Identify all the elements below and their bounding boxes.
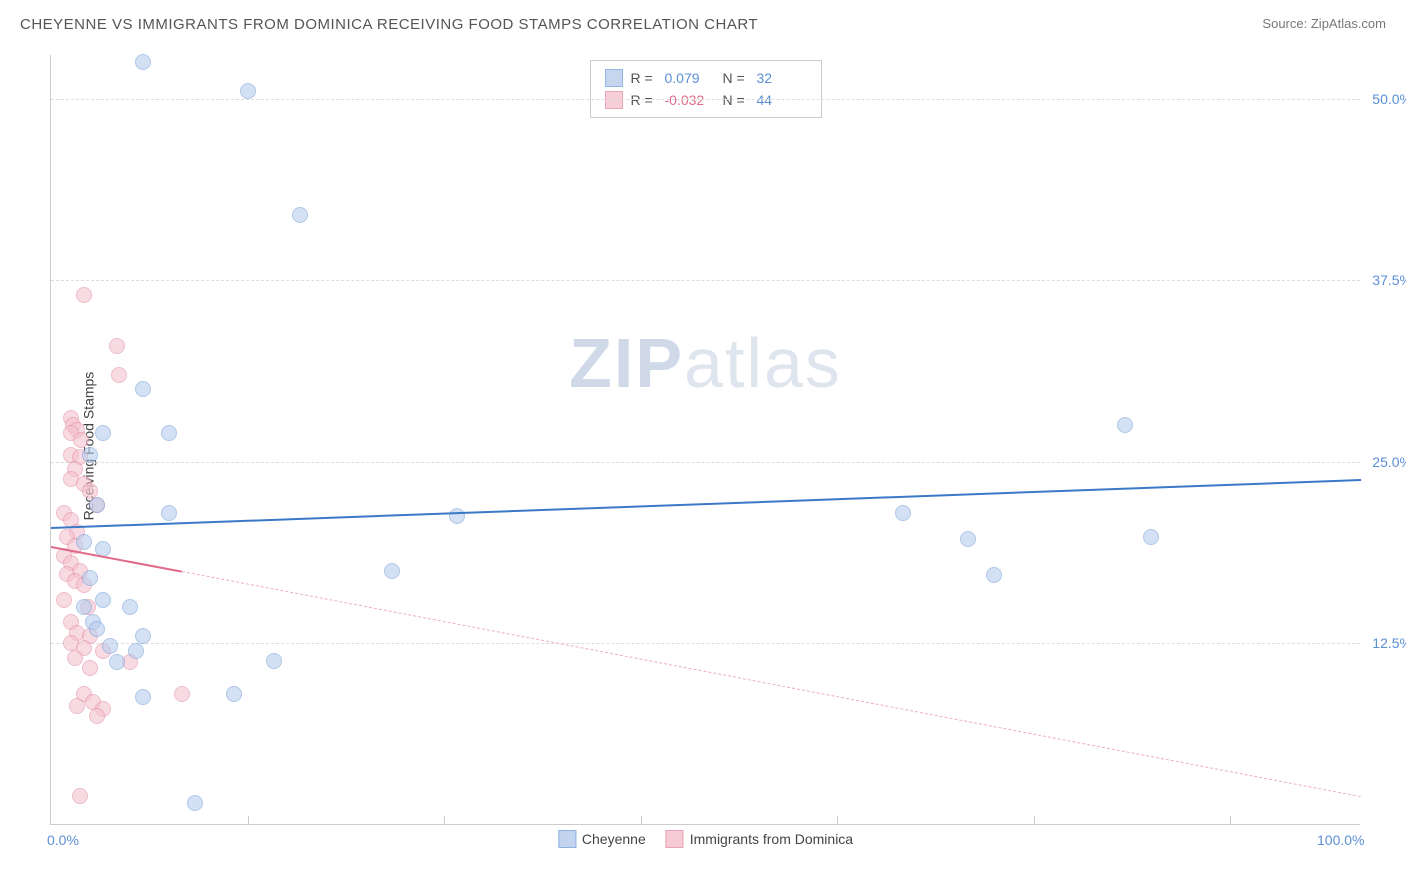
scatter-point xyxy=(1117,417,1133,433)
y-tick-label: 37.5% xyxy=(1372,272,1406,288)
scatter-point xyxy=(895,505,911,521)
scatter-point xyxy=(135,381,151,397)
scatter-point xyxy=(128,643,144,659)
chart-title: CHEYENNE VS IMMIGRANTS FROM DOMINICA REC… xyxy=(20,16,758,33)
x-minor-tick xyxy=(641,816,642,824)
scatter-point xyxy=(174,686,190,702)
r-label: R = xyxy=(631,67,657,89)
scatter-point xyxy=(109,338,125,354)
n-value: 32 xyxy=(757,67,807,89)
scatter-point xyxy=(95,425,111,441)
x-tick-label: 0.0% xyxy=(47,832,79,848)
scatter-point xyxy=(986,567,1002,583)
source-name: ZipAtlas.com xyxy=(1311,16,1386,31)
watermark: ZIPatlas xyxy=(569,323,842,403)
x-minor-tick xyxy=(1230,816,1231,824)
scatter-point xyxy=(89,621,105,637)
legend-swatch xyxy=(666,830,684,848)
legend-swatch xyxy=(605,69,623,87)
legend-swatch xyxy=(605,91,623,109)
trend-line xyxy=(182,571,1361,797)
scatter-point xyxy=(89,708,105,724)
y-tick-label: 25.0% xyxy=(1372,454,1406,470)
legend-label: Cheyenne xyxy=(582,831,646,847)
y-tick-label: 12.5% xyxy=(1372,635,1406,651)
scatter-point xyxy=(1143,529,1159,545)
scatter-point xyxy=(122,599,138,615)
scatter-point xyxy=(102,638,118,654)
scatter-point xyxy=(76,599,92,615)
x-minor-tick xyxy=(444,816,445,824)
scatter-point xyxy=(73,432,89,448)
grid-line-horizontal xyxy=(51,280,1360,281)
n-label: N = xyxy=(723,89,749,111)
scatter-point xyxy=(95,592,111,608)
scatter-point xyxy=(135,54,151,70)
x-minor-tick xyxy=(837,816,838,824)
scatter-point xyxy=(187,795,203,811)
scatter-point xyxy=(161,505,177,521)
scatter-point xyxy=(76,287,92,303)
legend-stats-row: R = 0.079 N = 32 xyxy=(605,67,807,89)
scatter-point xyxy=(109,654,125,670)
y-tick-label: 50.0% xyxy=(1372,91,1406,107)
legend-item: Cheyenne xyxy=(558,830,646,848)
scatter-point xyxy=(960,531,976,547)
scatter-point xyxy=(72,788,88,804)
scatter-point xyxy=(384,563,400,579)
r-value: -0.032 xyxy=(665,89,715,111)
r-label: R = xyxy=(631,89,657,111)
scatter-point xyxy=(266,653,282,669)
x-minor-tick xyxy=(248,816,249,824)
trend-line xyxy=(51,479,1361,529)
watermark-rest: atlas xyxy=(684,324,842,402)
legend-item: Immigrants from Dominica xyxy=(666,830,853,848)
legend-swatch xyxy=(558,830,576,848)
scatter-point xyxy=(82,570,98,586)
grid-line-horizontal xyxy=(51,643,1360,644)
scatter-point xyxy=(161,425,177,441)
legend-label: Immigrants from Dominica xyxy=(690,831,853,847)
series-legend: Cheyenne Immigrants from Dominica xyxy=(558,830,853,848)
scatter-point xyxy=(292,207,308,223)
grid-line-horizontal xyxy=(51,462,1360,463)
scatter-point xyxy=(226,686,242,702)
x-minor-tick xyxy=(1034,816,1035,824)
scatter-point xyxy=(111,367,127,383)
source-label: Source: xyxy=(1262,16,1307,31)
correlation-stats-legend: R = 0.079 N = 32 R = -0.032 N = 44 xyxy=(590,60,822,118)
scatter-point xyxy=(69,698,85,714)
legend-stats-row: R = -0.032 N = 44 xyxy=(605,89,807,111)
chart-plot-area: ZIPatlas R =0.079N =32R =-0.032N =44 Che… xyxy=(50,55,1360,825)
scatter-point xyxy=(82,447,98,463)
scatter-point xyxy=(76,534,92,550)
scatter-point xyxy=(89,497,105,513)
scatter-point xyxy=(449,508,465,524)
scatter-point xyxy=(67,650,83,666)
scatter-point xyxy=(56,592,72,608)
scatter-point xyxy=(135,689,151,705)
scatter-point xyxy=(240,83,256,99)
n-value: 44 xyxy=(757,89,807,111)
x-tick-label: 100.0% xyxy=(1317,832,1364,848)
source-attribution: Source: ZipAtlas.com xyxy=(1262,16,1386,31)
scatter-point xyxy=(82,660,98,676)
n-label: N = xyxy=(723,67,749,89)
r-value: 0.079 xyxy=(665,67,715,89)
watermark-bold: ZIP xyxy=(569,324,684,402)
